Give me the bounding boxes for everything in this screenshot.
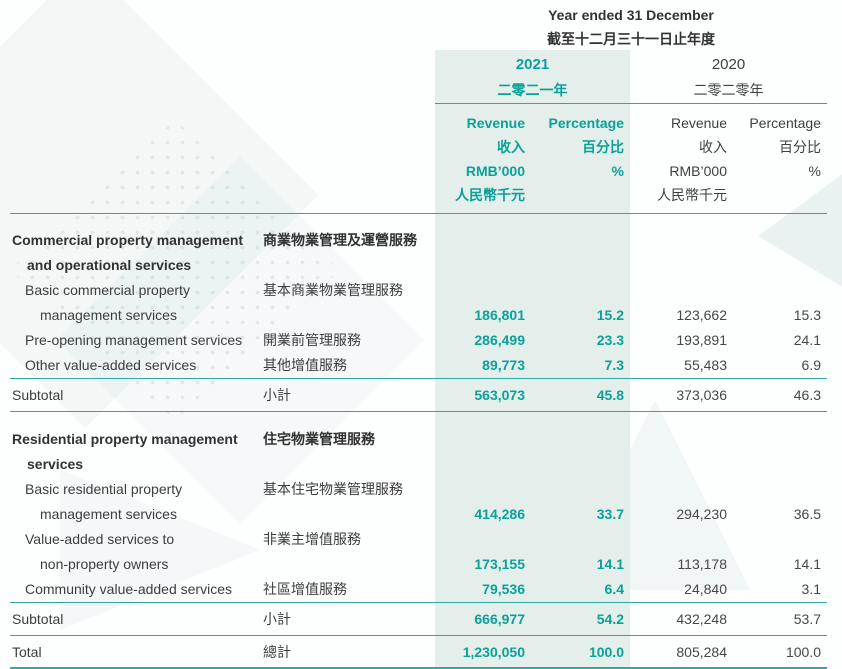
spacer — [10, 412, 827, 427]
percentage-2020: 100.0 — [785, 644, 821, 660]
table-row-community-value-added: Community value-added services 社區增值服務 79… — [10, 577, 827, 603]
year-2021-zh: 二零二一年 — [497, 82, 568, 98]
revenue-2020: 373,036 — [676, 387, 727, 403]
subtotal-row-commercial: Subtotal 小計 563,073 45.8 373,036 46.3 — [10, 379, 827, 412]
revenue-2021: 79,536 — [482, 581, 525, 597]
section-title-en-cont: and operational services — [27, 257, 192, 273]
percentage-2020: 14.1 — [793, 556, 821, 572]
revenue-2021: 89,773 — [482, 357, 525, 373]
percentage-2021: 15.2 — [596, 307, 624, 323]
row-label-en: Other value-added services — [25, 357, 197, 373]
row-label-en: Pre-opening management services — [25, 332, 243, 348]
row-label-zh: 基本住宅物業管理服務 — [263, 481, 403, 497]
table-header-years: 2021 二零二一年 2020 二零二零年 — [10, 51, 827, 104]
total-label-zh: 總計 — [263, 644, 291, 660]
subtotal-label-en: Subtotal — [12, 387, 64, 403]
table-row-pre-opening: Pre-opening management services 開業前管理服務 … — [10, 328, 827, 353]
year-2020-zh: 二零二零年 — [693, 82, 764, 98]
revenue-2021: 173,155 — [474, 556, 525, 572]
percentage-2021: 14.1 — [596, 556, 624, 572]
row-label-en-cont: non-property owners — [40, 556, 169, 572]
subtotal-label-zh: 小計 — [263, 611, 291, 627]
percentage-2021: 45.8 — [596, 387, 624, 403]
percentage-2021: 100.0 — [588, 644, 624, 660]
year-2020: 2020 — [711, 56, 746, 73]
revenue-2021: 563,073 — [474, 387, 525, 403]
revenue-2020: 123,662 — [676, 307, 727, 323]
percentage-2020: 24.1 — [793, 332, 821, 348]
row-label-zh: 非業主增值服務 — [263, 531, 361, 547]
table-row-value-added-non-property-owners: Value-added services to non-property own… — [10, 527, 827, 577]
revenue-2020: 193,891 — [676, 332, 727, 348]
period-title-en: Year ended 31 December — [548, 7, 714, 23]
table-row-other-value-added: Other value-added services 其他增值服務 89,773… — [10, 353, 827, 379]
row-label-en: Basic commercial property — [25, 282, 190, 298]
column-header-revenue-2020: Revenue 收入 RMB’000 人民幣千元 — [657, 115, 727, 203]
row-label-en: Community value-added services — [25, 581, 232, 597]
revenue-2020: 294,230 — [676, 506, 727, 522]
row-label-en-cont: management services — [40, 307, 177, 323]
revenue-2020: 24,840 — [684, 581, 727, 597]
period-title-zh: 截至十二月三十一日止年度 — [547, 31, 715, 47]
spacer — [10, 214, 827, 228]
row-label-zh: 其他增值服務 — [263, 357, 347, 373]
section-title-zh: 住宅物業管理服務 — [263, 431, 375, 447]
section-title-en: Commercial property management — [12, 232, 244, 248]
subtotal-label-en: Subtotal — [12, 611, 64, 627]
column-header-percentage-2021: Percentage 百分比 % — [548, 115, 624, 179]
year-2021-header: 2021 二零二一年 — [435, 51, 630, 104]
row-label-en: Value-added services to — [25, 531, 175, 547]
percentage-2021: 7.3 — [604, 357, 624, 373]
year-2020-header: 2020 二零二零年 — [630, 51, 827, 104]
table-header-period: Year ended 31 December 截至十二月三十一日止年度 — [10, 0, 827, 51]
column-header-revenue-2021: Revenue 收入 RMB’000 人民幣千元 — [455, 115, 525, 203]
revenue-2020: 805,284 — [676, 644, 727, 660]
percentage-2020: 46.3 — [793, 387, 821, 403]
percentage-2021: 54.2 — [596, 611, 624, 627]
table-row-basic-residential: Basic residential property management se… — [10, 477, 827, 527]
revenue-2020: 55,483 — [684, 357, 727, 373]
percentage-2021: 33.7 — [596, 506, 624, 522]
percentage-2020: 36.5 — [793, 506, 821, 522]
row-label-en: Basic residential property — [25, 481, 183, 497]
row-label-zh: 社區增值服務 — [263, 581, 347, 597]
section-title-zh: 商業物業管理及運營服務 — [263, 232, 417, 248]
section-title-residential: Residential property management services… — [10, 427, 827, 477]
percentage-2021: 23.3 — [596, 332, 624, 348]
section-title-en: Residential property management — [12, 431, 238, 447]
year-2021: 2021 — [515, 56, 550, 73]
subtotal-row-residential: Subtotal 小計 666,977 54.2 432,248 53.7 — [10, 603, 827, 636]
highlight-band-2021 — [435, 50, 630, 669]
total-row: Total 總計 1,230,050 100.0 805,284 100.0 — [10, 636, 827, 669]
percentage-2020: 3.1 — [801, 581, 821, 597]
period-title: Year ended 31 December 截至十二月三十一日止年度 — [435, 3, 827, 51]
revenue-2021: 186,801 — [474, 307, 525, 323]
percentage-2021: 6.4 — [604, 581, 624, 597]
row-label-zh: 基本商業物業管理服務 — [263, 282, 403, 298]
revenue-2021: 1,230,050 — [462, 644, 525, 660]
section-title-commercial: Commercial property management and opera… — [10, 228, 827, 278]
percentage-2020: 53.7 — [793, 611, 821, 627]
column-header-percentage-2020: Percentage 百分比 % — [749, 115, 821, 179]
table-row-basic-commercial: Basic commercial property management ser… — [10, 278, 827, 328]
row-label-en-cont: management services — [40, 506, 177, 522]
row-label-zh: 開業前管理服務 — [263, 332, 361, 348]
subtotal-label-zh: 小計 — [263, 387, 291, 403]
revenue-2021: 414,286 — [474, 506, 525, 522]
percentage-2020: 15.3 — [793, 307, 821, 323]
revenue-2021: 666,977 — [474, 611, 525, 627]
revenue-2020: 432,248 — [676, 611, 727, 627]
total-label-en: Total — [12, 644, 42, 660]
section-title-en-cont: services — [27, 456, 84, 472]
revenue-2021: 286,499 — [474, 332, 525, 348]
percentage-2020: 6.9 — [801, 357, 821, 373]
revenue-2020: 113,178 — [677, 556, 727, 572]
table-column-headers: Revenue 收入 RMB’000 人民幣千元 Percentage 百分比 … — [10, 103, 827, 214]
